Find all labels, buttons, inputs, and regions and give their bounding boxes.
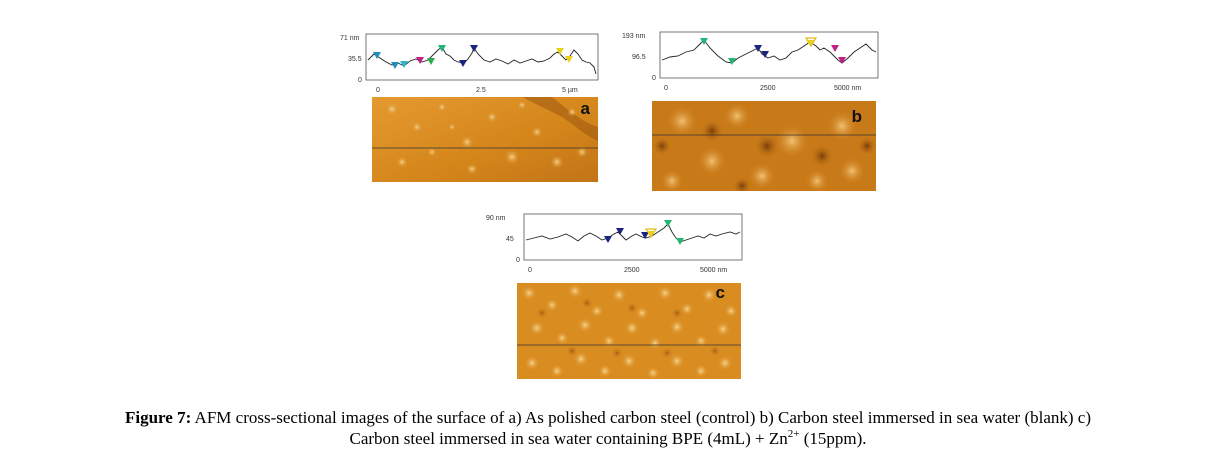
afm-surface-c xyxy=(517,283,741,379)
y-tick-zero-a: 0 xyxy=(358,77,362,84)
y-tick-top-a: 71 nm xyxy=(340,35,360,42)
x-tick-mid-b: 2500 xyxy=(760,85,776,92)
panel-letter-b: b xyxy=(851,107,862,126)
caption-text-3: (15ppm). xyxy=(799,429,867,448)
y-tick-mid-a: 35.5 xyxy=(348,56,362,63)
panel-letter-c: c xyxy=(715,283,725,302)
caption-label: Figure 7: xyxy=(124,408,192,427)
x-tick-0-a: 0 xyxy=(376,87,380,94)
profile-markers-b xyxy=(700,37,846,65)
x-tick-0-c: 0 xyxy=(528,267,532,274)
y-tick-mid-b: 96.5 xyxy=(632,54,646,61)
afm-surface-b xyxy=(652,101,876,191)
x-tick-end-a: 5 µm xyxy=(562,87,578,94)
caption-superscript: 2+ xyxy=(787,428,800,440)
profile-plot-a: 71 nm 35.5 0 0 2.5 5 µm xyxy=(340,32,605,94)
figure-caption: Figure 7: AFM cross-sectional images of … xyxy=(0,407,1216,449)
afm-image-b: b xyxy=(652,101,876,191)
caption-line-1: Figure 7: AFM cross-sectional images of … xyxy=(0,407,1216,428)
afm-image-c: c xyxy=(517,283,741,379)
profile-line-c xyxy=(525,223,741,243)
caption-text-2: Carbon steel immersed in sea water conta… xyxy=(349,429,788,448)
profile-svg-a: 71 nm 35.5 0 0 2.5 5 µm xyxy=(340,33,599,94)
y-tick-top-b: 193 nm xyxy=(622,33,646,40)
y-tick-zero-c: 0 xyxy=(516,257,520,264)
x-tick-end-b: 5000 nm xyxy=(834,85,861,92)
caption-text-1: AFM cross-sectional images of the surfac… xyxy=(194,408,1092,427)
profile-plot-c: 90 nm 45 0 0 2500 5000 nm xyxy=(486,212,751,274)
profile-svg-b: 193 nm 96.5 0 0 2500 5000 nm xyxy=(622,31,879,92)
profile-markers-a xyxy=(373,45,573,69)
profile-plot-b: 193 nm 96.5 0 0 2500 5000 nm xyxy=(622,30,887,92)
panel-letter-a: a xyxy=(580,99,590,118)
y-tick-top-c: 90 nm xyxy=(486,215,506,222)
x-tick-mid-c: 2500 xyxy=(624,267,640,274)
y-tick-zero-b: 0 xyxy=(652,75,656,82)
y-tick-mid-c: 45 xyxy=(506,236,514,243)
afm-surface-a xyxy=(372,97,598,182)
profile-svg-c: 90 nm 45 0 0 2500 5000 nm xyxy=(486,213,743,274)
profile-markers-c xyxy=(604,220,684,245)
x-tick-mid-a: 2.5 xyxy=(476,87,486,94)
x-tick-end-c: 5000 nm xyxy=(700,267,727,274)
caption-line-2: Carbon steel immersed in sea water conta… xyxy=(0,428,1216,449)
afm-image-a: a xyxy=(372,97,598,182)
x-tick-0-b: 0 xyxy=(664,85,668,92)
